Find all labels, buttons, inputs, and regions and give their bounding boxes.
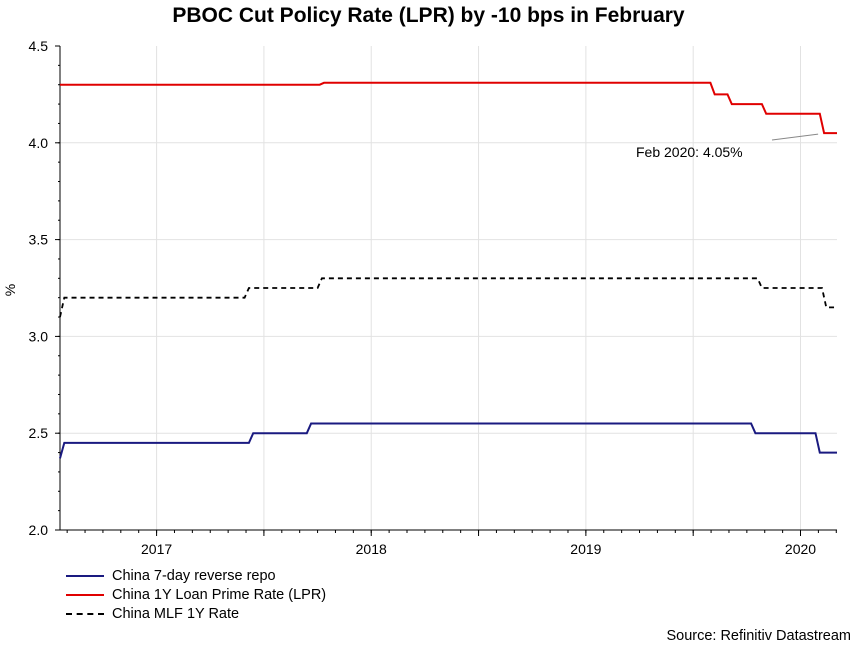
y-tick-label: 3.5 bbox=[29, 232, 49, 248]
gridlines bbox=[60, 46, 837, 530]
series-line-2 bbox=[59, 277, 837, 318]
y-tick-label: 4.5 bbox=[29, 38, 49, 54]
y-tick-label: 4.0 bbox=[29, 135, 49, 151]
source-note: Source: Refinitiv Datastream bbox=[666, 628, 851, 644]
series-line-0 bbox=[59, 422, 837, 459]
x-tick-label: 2017 bbox=[141, 541, 172, 557]
legend-swatch-repo bbox=[66, 574, 104, 577]
axes: 2.0 2.5 3.0 3.5 4.0 4.5 2017 2018 2019 2020 bbox=[29, 38, 837, 557]
y-tick-label: 2.5 bbox=[29, 425, 49, 441]
x-tick-label: 2018 bbox=[356, 541, 387, 557]
chart-title: PBOC Cut Policy Rate (LPR) by -10 bps in… bbox=[172, 4, 685, 27]
legend-label-lpr: China 1Y Loan Prime Rate (LPR) bbox=[112, 586, 327, 603]
y-tick-label: 2.0 bbox=[29, 522, 49, 538]
legend-item-mlf: China MLF 1Y Rate bbox=[66, 604, 326, 623]
y-axis-label: % bbox=[2, 284, 18, 296]
legend-swatch-lpr bbox=[66, 593, 104, 596]
legend-swatch-mlf bbox=[66, 612, 104, 615]
series-line-1 bbox=[60, 81, 837, 135]
x-tick-label: 2020 bbox=[785, 541, 816, 557]
legend-item-repo: China 7-day reverse repo bbox=[66, 566, 326, 585]
x-tick-label: 2019 bbox=[570, 541, 601, 557]
annotation-layer: Feb 2020: 4.05% bbox=[636, 133, 819, 160]
series-lines bbox=[59, 81, 837, 459]
annotation-leader bbox=[771, 133, 819, 141]
annotation-text: Feb 2020: 4.05% bbox=[636, 144, 743, 160]
legend-item-lpr: China 1Y Loan Prime Rate (LPR) bbox=[66, 585, 326, 604]
legend-label-repo: China 7-day reverse repo bbox=[112, 567, 276, 584]
legend: China 7-day reverse repo China 1Y Loan P… bbox=[66, 566, 326, 623]
y-tick-label: 3.0 bbox=[29, 328, 49, 344]
legend-label-mlf: China MLF 1Y Rate bbox=[112, 605, 240, 622]
